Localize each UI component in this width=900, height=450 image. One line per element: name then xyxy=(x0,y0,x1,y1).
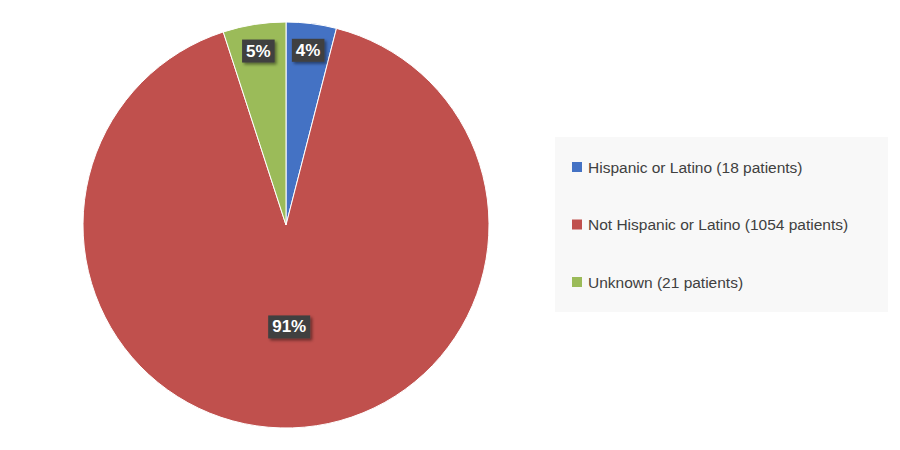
legend-swatch xyxy=(572,277,582,287)
pie xyxy=(83,22,489,428)
pie-slice xyxy=(223,22,286,225)
legend-label: Unknown (21 patients) xyxy=(588,274,743,291)
legend-swatch xyxy=(572,220,582,230)
data-label-box xyxy=(242,40,275,63)
legend: Hispanic or Latino (18 patients) Not Hisp… xyxy=(555,137,888,312)
legend-swatch xyxy=(572,162,582,172)
legend-label: Hispanic or Latino (18 patients) xyxy=(588,159,803,176)
data-label: 4% xyxy=(292,39,325,62)
data-labels: 4% 91% 5% xyxy=(242,39,324,339)
data-label-text: 5% xyxy=(246,42,271,61)
data-label: 91% xyxy=(268,315,310,338)
chart: 4% 91% 5% Hispanic or Latino (18 patients) N… xyxy=(0,0,900,450)
legend-box xyxy=(555,137,888,312)
data-label-text: 4% xyxy=(296,41,321,60)
data-label-box xyxy=(292,39,325,62)
data-label-text: 91% xyxy=(272,317,306,336)
data-label-box xyxy=(268,315,310,338)
legend-label: Not Hispanic or Latino (1054 patients) xyxy=(588,216,848,233)
data-label: 5% xyxy=(242,40,275,63)
